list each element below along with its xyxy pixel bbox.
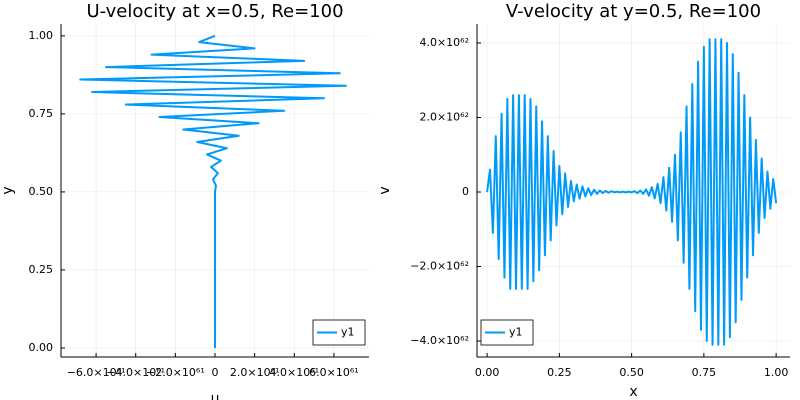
x-tick-label: −4.0×10⁶¹ xyxy=(106,366,165,379)
y-tick-label: −4.0×10⁶² xyxy=(410,334,469,347)
y-tick-label: 0.75 xyxy=(29,107,54,120)
x-tick-label: −6.0×10⁶¹ xyxy=(67,366,126,379)
y-tick-label: −2.0×10⁶² xyxy=(410,259,469,272)
x-tick-label: 0.25 xyxy=(547,366,572,379)
y-tick-label: 4.0×10⁶² xyxy=(419,36,469,49)
y-tick-label: 0.00 xyxy=(29,341,54,354)
x-tick-label: 0.00 xyxy=(475,366,500,379)
x-tick-label: 0.75 xyxy=(692,366,717,379)
legend-label: y1 xyxy=(509,326,523,339)
x-axis-label: u xyxy=(211,391,220,400)
data-line xyxy=(79,34,347,348)
x-tick-label: 0 xyxy=(212,366,219,379)
x-tick-label: 1.00 xyxy=(764,366,789,379)
subplot-title: U-velocity at x=0.5, Re=100 xyxy=(86,1,343,22)
y-axis-label: v xyxy=(377,186,393,194)
legend-label: y1 xyxy=(341,326,355,339)
y-tick-label: 0.25 xyxy=(29,263,54,276)
y-tick-label: 1.00 xyxy=(29,29,54,42)
x-tick-label: 2.0×10⁶¹ xyxy=(230,366,280,379)
subplot: −6.0×10⁶¹−4.0×10⁶¹−2.0×10⁶¹ 0 2.0×10⁶¹4.0×… xyxy=(0,1,369,400)
subplot: 0.00 0.25 0.50 0.75 1.00 −4.0×10⁶² −2.0×10⁶² 0 2… xyxy=(377,1,790,400)
y-axis-label: y xyxy=(0,186,16,194)
x-tick-label: 4.0×10⁶¹ xyxy=(270,366,320,379)
x-axis-label: x xyxy=(629,384,637,400)
x-tick-label: 6.0×10⁶¹ xyxy=(309,366,359,379)
x-tick-label: 0.50 xyxy=(619,366,644,379)
y-tick-label: 2.0×10⁶² xyxy=(419,110,469,123)
data-line xyxy=(486,38,778,346)
x-tick-label: −2.0×10⁶¹ xyxy=(146,366,205,379)
subplot-title: V-velocity at y=0.5, Re=100 xyxy=(506,1,761,22)
y-tick-label: 0.50 xyxy=(29,185,54,198)
y-tick-label: 0 xyxy=(462,185,469,198)
